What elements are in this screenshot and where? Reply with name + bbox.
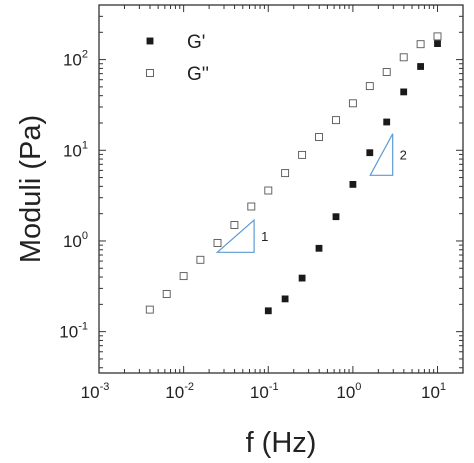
y-tick-label: 101 bbox=[63, 139, 88, 160]
g-double-prime-point bbox=[145, 305, 154, 314]
y-axis-title: Moduli (Pa) bbox=[15, 115, 47, 263]
g-prime-point bbox=[264, 307, 272, 315]
g-double-prime-point bbox=[264, 186, 273, 195]
g-prime-point bbox=[417, 63, 425, 70]
y-tick-label: 10-1 bbox=[59, 321, 88, 342]
g-prime-point bbox=[315, 244, 323, 252]
slope-annotations: 12 bbox=[215, 133, 407, 253]
g-double-prime-point bbox=[399, 53, 408, 62]
x-tick-label: 10-2 bbox=[165, 381, 194, 402]
y-tick-label: 100 bbox=[63, 230, 88, 251]
g-double-prime-point bbox=[196, 255, 205, 264]
g-double-prime-point bbox=[382, 68, 391, 76]
g-prime-point bbox=[332, 213, 340, 221]
g-double-prime-point bbox=[281, 169, 290, 178]
g-double-prime-point bbox=[433, 32, 442, 41]
legend: G' G'' bbox=[146, 32, 209, 85]
g-double-prime-point bbox=[213, 239, 222, 247]
y-tick-label: 102 bbox=[63, 49, 88, 70]
slope-label-1: 1 bbox=[261, 229, 268, 244]
g-prime-point bbox=[434, 40, 441, 47]
x-axis-title: f (Hz) bbox=[246, 427, 317, 459]
g-prime-point bbox=[349, 180, 357, 188]
g-double-prime-point bbox=[247, 202, 256, 211]
legend-marker bbox=[146, 69, 154, 77]
g-prime-point bbox=[383, 118, 391, 126]
g-double-prime-point bbox=[162, 290, 171, 298]
x-tick-label: 101 bbox=[421, 381, 446, 402]
g-double-prime-point bbox=[179, 272, 188, 281]
g-double-prime-point bbox=[365, 82, 374, 91]
slope-label-2: 2 bbox=[400, 148, 407, 163]
g-prime-point bbox=[281, 295, 289, 303]
g-prime-point bbox=[366, 149, 374, 157]
g-double-prime-point bbox=[348, 99, 357, 108]
g-double-prime-point bbox=[332, 116, 340, 125]
x-tick-label: 10-3 bbox=[81, 381, 110, 402]
x-tick-label: 10-1 bbox=[250, 381, 279, 402]
legend-marker bbox=[146, 37, 154, 45]
legend-label: G'' bbox=[187, 64, 209, 85]
g-double-prime-point bbox=[416, 40, 425, 49]
plot-frame bbox=[98, 4, 464, 374]
g-prime-point bbox=[400, 88, 408, 96]
slope-triangle-2 bbox=[369, 133, 394, 176]
slope-triangle-1 bbox=[215, 218, 255, 253]
x-tick-label: 100 bbox=[336, 381, 361, 402]
legend-label: G' bbox=[187, 32, 205, 53]
tick-labels: 10-3 10-2 10-1 100 101 10-1 100 101 102 bbox=[59, 49, 446, 402]
g-double-prime-point bbox=[230, 221, 239, 229]
data-points bbox=[145, 32, 442, 315]
g-prime-point bbox=[298, 274, 306, 282]
tick-marks bbox=[98, 4, 464, 373]
g-double-prime-point bbox=[298, 150, 307, 159]
g-double-prime-point bbox=[315, 133, 323, 141]
